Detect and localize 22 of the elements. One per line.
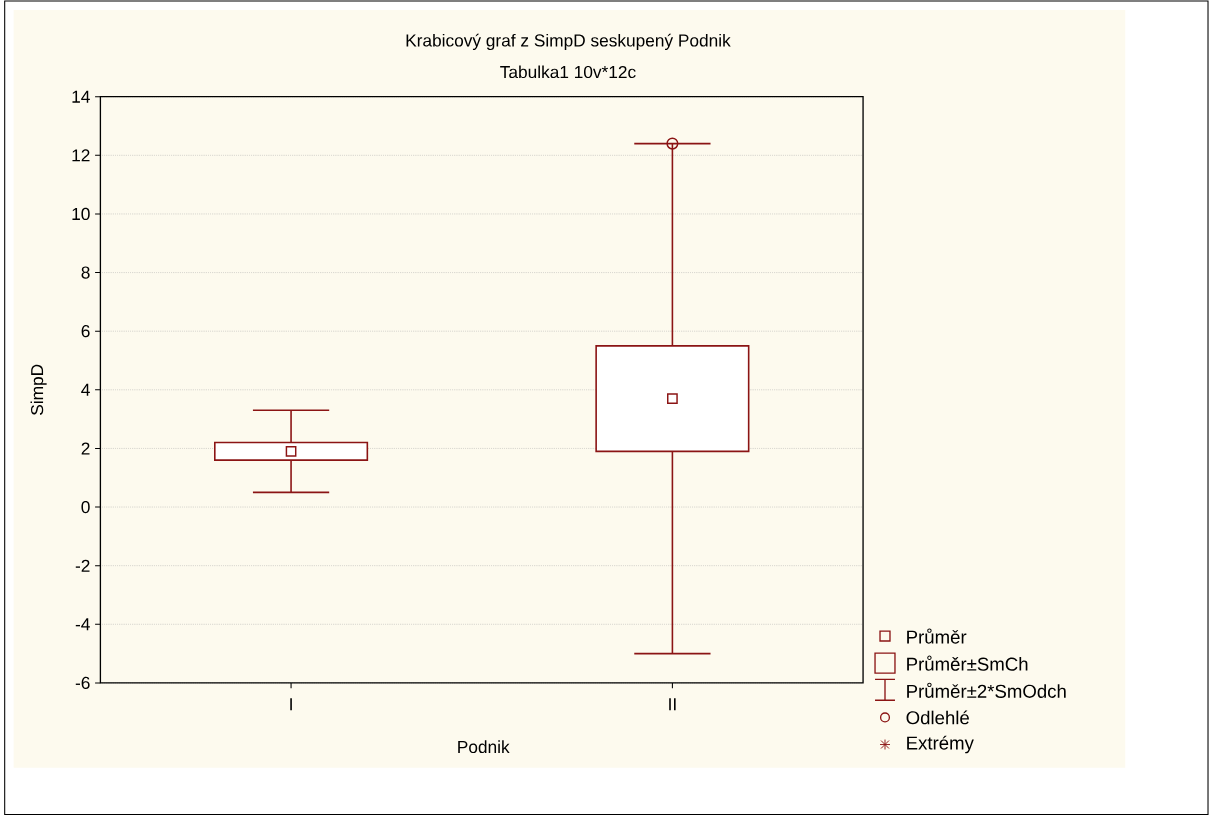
- text: Průměr: [907, 628, 967, 644]
- y-tick-label: -2: [75, 559, 90, 572]
- text: Extrémy: [907, 735, 974, 754]
- y-tick-label: 8: [81, 266, 90, 279]
- text: Odlehlé: [906, 710, 969, 725]
- text: Průměr±2*SmOdch: [907, 682, 1066, 699]
- y-tick-label: 6: [81, 325, 90, 338]
- x-axis-title: Podnik: [458, 740, 510, 754]
- y-tick-label: 4: [81, 384, 90, 396]
- y-tick-label: 12: [72, 149, 90, 162]
- y-axis-title: SimpD: [30, 364, 47, 416]
- y-tick-label: -6: [75, 677, 90, 690]
- chart-title: Krabicový graf z SimpD seskupený Podnik: [406, 33, 731, 51]
- x-tick-label: I: [290, 698, 292, 711]
- chart-subtitle: Tabulka1 10v*12c: [500, 65, 636, 79]
- y-tick-label: 14: [72, 91, 90, 103]
- y-tick-label: -4: [75, 618, 90, 631]
- y-tick-label: 10: [72, 208, 90, 221]
- y-tick-label: 2: [81, 442, 90, 455]
- y-tick-label: 0: [81, 501, 90, 514]
- text: Průměr±SmCh: [907, 655, 1028, 672]
- x-tick-label: II: [669, 698, 676, 711]
